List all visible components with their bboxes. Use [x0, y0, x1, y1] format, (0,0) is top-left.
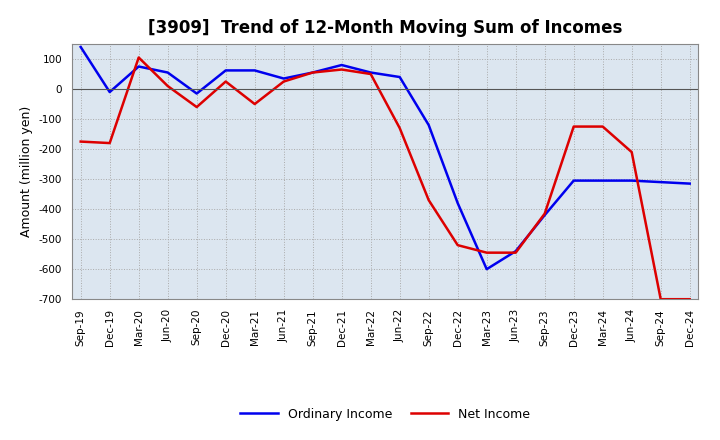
Ordinary Income — [366, 70, 375, 75]
Net Income — [454, 242, 462, 248]
Net Income — [570, 124, 578, 129]
Ordinary Income — [279, 76, 288, 81]
Net Income — [251, 101, 259, 106]
Ordinary Income — [570, 178, 578, 183]
Ordinary Income — [598, 178, 607, 183]
Net Income — [163, 84, 172, 89]
Ordinary Income — [424, 122, 433, 128]
Net Income — [338, 67, 346, 72]
Net Income — [308, 70, 317, 75]
Ordinary Income — [163, 70, 172, 75]
Net Income — [395, 125, 404, 131]
Ordinary Income — [482, 267, 491, 272]
Ordinary Income — [454, 201, 462, 206]
Ordinary Income — [338, 62, 346, 68]
Ordinary Income — [657, 180, 665, 185]
Net Income — [424, 198, 433, 203]
Legend: Ordinary Income, Net Income: Ordinary Income, Net Income — [235, 403, 535, 425]
Net Income — [685, 297, 694, 302]
Title: [3909]  Trend of 12-Month Moving Sum of Incomes: [3909] Trend of 12-Month Moving Sum of I… — [148, 19, 622, 37]
Net Income — [627, 150, 636, 155]
Ordinary Income — [627, 178, 636, 183]
Line: Ordinary Income: Ordinary Income — [81, 47, 690, 269]
Net Income — [135, 55, 143, 60]
Net Income — [541, 211, 549, 216]
Line: Net Income: Net Income — [81, 58, 690, 299]
Ordinary Income — [192, 91, 201, 96]
Ordinary Income — [76, 44, 85, 50]
Ordinary Income — [135, 64, 143, 69]
Ordinary Income — [221, 68, 230, 73]
Y-axis label: Amount (million yen): Amount (million yen) — [20, 106, 33, 237]
Ordinary Income — [308, 70, 317, 75]
Net Income — [192, 104, 201, 110]
Net Income — [279, 79, 288, 84]
Ordinary Income — [685, 181, 694, 186]
Net Income — [105, 140, 114, 146]
Ordinary Income — [251, 68, 259, 73]
Ordinary Income — [105, 89, 114, 95]
Net Income — [482, 250, 491, 255]
Net Income — [598, 124, 607, 129]
Net Income — [221, 79, 230, 84]
Net Income — [657, 297, 665, 302]
Net Income — [76, 139, 85, 144]
Ordinary Income — [541, 213, 549, 218]
Net Income — [511, 250, 520, 255]
Ordinary Income — [511, 249, 520, 254]
Net Income — [366, 71, 375, 77]
Ordinary Income — [395, 74, 404, 80]
